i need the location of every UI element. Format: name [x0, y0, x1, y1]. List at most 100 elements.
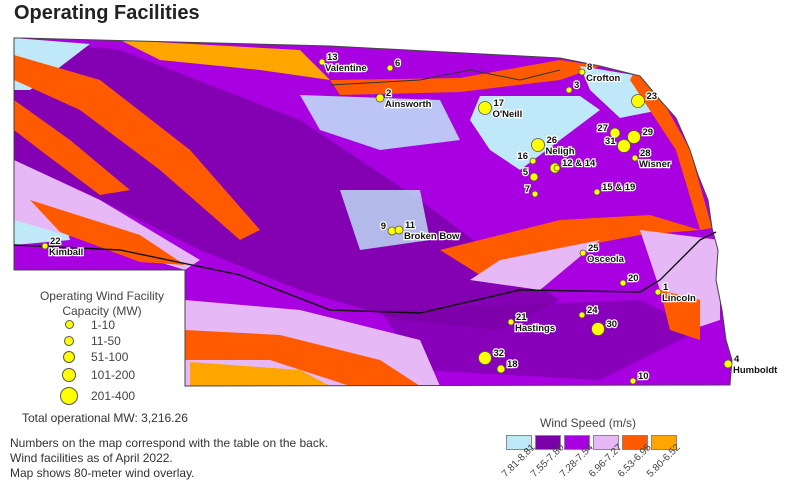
facility-number: 9	[381, 221, 386, 232]
facility-number: 31	[605, 136, 616, 147]
facility-marker[interactable]	[617, 139, 631, 153]
facility-number: 17	[494, 98, 505, 109]
facility-number: 8	[587, 62, 592, 73]
facility-marker[interactable]	[565, 86, 573, 94]
facility-number: 27	[597, 123, 608, 134]
facility-number: 3	[574, 80, 579, 91]
town-label: Hastings	[515, 323, 555, 334]
facility-number: 10	[638, 371, 649, 382]
marker-icon	[65, 320, 74, 329]
page-title: Operating Facilities	[14, 2, 200, 24]
facility-marker[interactable]	[619, 279, 627, 287]
facility-marker[interactable]	[386, 64, 394, 72]
facility-marker[interactable]	[394, 225, 404, 235]
facility-number: 11	[405, 220, 416, 231]
facility-marker[interactable]	[41, 242, 49, 250]
facility-marker[interactable]	[578, 68, 586, 76]
facility-number: 15 & 19	[602, 182, 635, 193]
wind-overlay	[14, 38, 732, 386]
facility-number: 20	[628, 273, 639, 284]
facility-number: 7	[525, 184, 530, 195]
facility-marker[interactable]	[579, 249, 587, 257]
notes: Numbers on the map correspond with the t…	[10, 436, 328, 481]
facility-number: 25	[588, 243, 599, 254]
legend-size-4: 101-200	[62, 368, 135, 382]
facility-marker[interactable]	[529, 157, 537, 165]
facility-marker[interactable]	[631, 94, 645, 108]
facility-marker[interactable]	[496, 364, 506, 374]
facility-number: 26	[547, 135, 558, 146]
marker-icon	[62, 368, 76, 382]
facility-number: 12 & 14	[562, 158, 596, 169]
town-label: Osceola	[587, 254, 625, 265]
town-label: Wisner	[639, 159, 671, 170]
facility-number: 22	[50, 236, 61, 247]
facility-marker[interactable]	[478, 101, 492, 115]
interstate-80	[13, 231, 717, 314]
town-label: Lincoln	[662, 293, 696, 304]
facility-number: 5	[523, 167, 529, 178]
note: Numbers on the map correspond with the t…	[10, 436, 329, 450]
wind-swatch	[651, 435, 677, 450]
town-label: Kimball	[49, 247, 83, 258]
facility-number: 30	[607, 319, 618, 330]
facility-number: 18	[507, 359, 518, 370]
facility-number: 21	[516, 312, 527, 323]
facility-marker[interactable]	[529, 172, 539, 182]
legend-size-2: 11-50	[64, 334, 121, 348]
facility-marker[interactable]	[591, 322, 605, 336]
facility-marker[interactable]	[318, 58, 326, 66]
facility-marker[interactable]	[627, 130, 641, 144]
town-label: O'Neill	[493, 109, 523, 120]
facility-number: 16	[517, 151, 528, 162]
town-label: Ainsworth	[385, 99, 432, 110]
facility-marker[interactable]	[723, 359, 733, 369]
town-label: Broken Bow	[404, 231, 460, 242]
marker-icon	[64, 336, 74, 346]
facility-number: 13	[327, 52, 338, 63]
facility-number: 32	[494, 348, 505, 359]
total-mw: Total operational MW: 3,216.26	[22, 411, 188, 425]
legend-size-3: 51-100	[63, 350, 128, 364]
town-label: Humboldt	[733, 365, 778, 376]
facility-marker[interactable]	[375, 93, 385, 103]
highway	[329, 69, 561, 86]
wind-speed-legend-title: Wind Speed (m/s)	[540, 416, 637, 430]
marker-icon	[63, 351, 75, 363]
facility-marker[interactable]	[654, 288, 662, 296]
facility-marker[interactable]	[531, 138, 545, 152]
facility-number: 4	[734, 354, 740, 365]
wind-swatch	[593, 435, 619, 450]
facility-marker[interactable]	[593, 188, 601, 196]
facility-number: 24	[587, 305, 598, 316]
facility-marker[interactable]	[531, 190, 539, 198]
note: Map shows 80-meter wind overlay.	[10, 466, 195, 480]
facility-number: 6	[395, 58, 400, 69]
facility-marker[interactable]	[631, 154, 639, 162]
facility-marker[interactable]	[629, 377, 637, 385]
facility-marker[interactable]	[478, 351, 492, 365]
legend-size-1: 1-10	[65, 318, 115, 332]
facility-number: 29	[643, 127, 654, 138]
town-label: Neligh	[546, 146, 575, 157]
capacity-legend-title: Operating Wind Facility Capacity (MW)	[39, 289, 165, 318]
facility-number: 28	[640, 148, 651, 159]
facility-marker[interactable]	[553, 164, 561, 172]
state-outline	[13, 37, 733, 387]
wind-swatch	[535, 435, 561, 450]
note: Wind facilities as of April 2022.	[10, 451, 173, 465]
wind-swatch	[622, 435, 648, 450]
legend-size-5: 201-400	[60, 387, 135, 405]
facility-marker[interactable]	[578, 311, 586, 319]
wind-swatch	[506, 435, 532, 450]
wind-swatch	[564, 435, 590, 450]
facility-marker[interactable]	[609, 127, 621, 139]
town-label: Crofton	[586, 73, 620, 84]
facility-marker[interactable]	[507, 318, 515, 326]
facility-number: 23	[647, 91, 658, 102]
facility-number: 1	[663, 282, 669, 293]
town-label: Valentine	[325, 63, 367, 74]
facility-number: 2	[386, 88, 391, 99]
